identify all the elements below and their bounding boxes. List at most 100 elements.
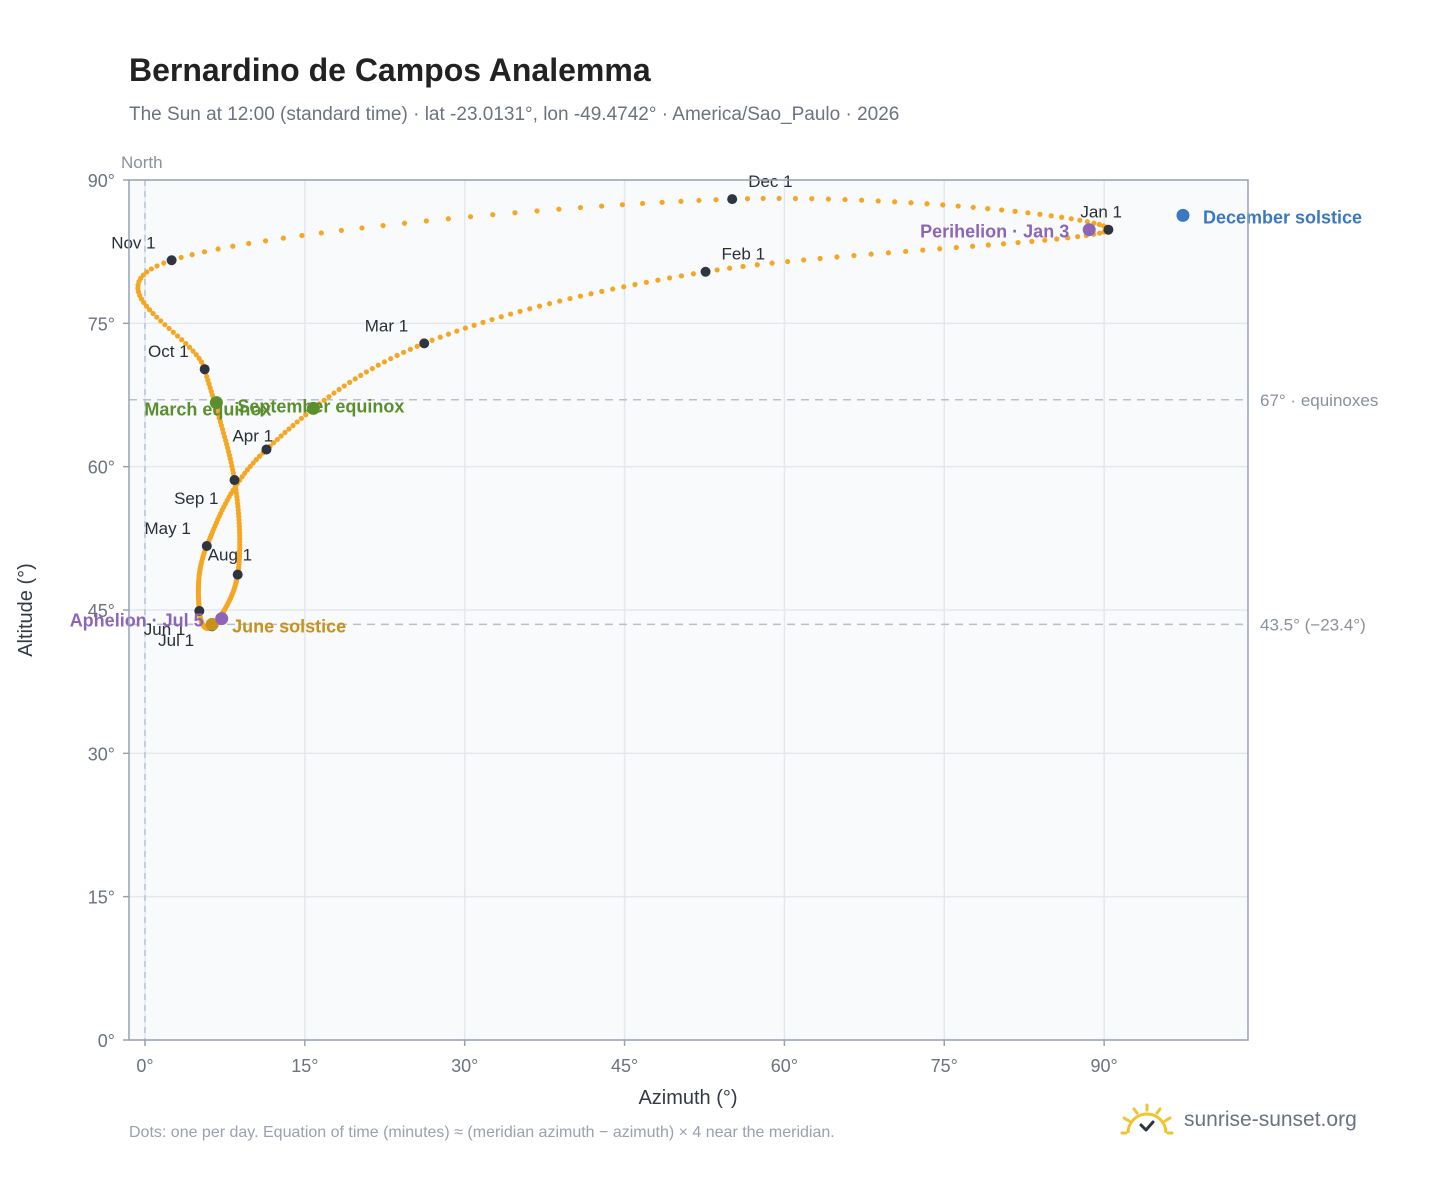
day-dot <box>536 303 543 309</box>
day-dot <box>318 230 324 236</box>
day-dot <box>166 325 172 332</box>
y-tick-label: 15° <box>88 888 115 908</box>
day-dot <box>170 329 176 335</box>
month-label: Mar 1 <box>365 316 408 335</box>
day-dot <box>599 288 605 294</box>
month-marker <box>727 194 738 205</box>
day-dot <box>908 200 914 206</box>
day-dot <box>507 311 514 317</box>
day-dot <box>247 463 253 470</box>
day-dot <box>557 298 563 304</box>
day-dot <box>253 457 259 463</box>
day-dot <box>298 415 305 421</box>
day-dot <box>454 328 460 334</box>
day-dot <box>331 390 337 396</box>
day-dot <box>230 243 236 249</box>
sun-icon <box>1120 1103 1174 1135</box>
day-dot <box>512 210 518 216</box>
brand-logo[interactable]: sunrise-sunset.org <box>1120 1103 1357 1137</box>
reference-line-label: 43.5° (−23.4°) <box>1260 615 1366 634</box>
day-dot <box>690 271 697 277</box>
day-dot <box>1075 234 1081 240</box>
y-tick-label: 75° <box>88 314 115 334</box>
day-dot <box>358 372 364 379</box>
day-dot <box>567 295 573 302</box>
day-dot <box>140 272 146 278</box>
day-dot <box>666 275 673 281</box>
day-dot <box>744 196 751 202</box>
month-marker <box>229 475 240 486</box>
month-marker <box>166 255 177 266</box>
month-label: Aug 1 <box>208 546 252 565</box>
chart-title: Bernardino de Campos Analemma <box>129 52 651 88</box>
event-marker <box>1082 223 1096 237</box>
day-dot <box>619 202 625 208</box>
day-dot <box>186 344 193 350</box>
day-dot <box>445 216 451 222</box>
day-dot <box>1065 235 1071 241</box>
day-dot <box>632 281 638 288</box>
day-dot <box>1048 213 1054 219</box>
day-dot <box>179 337 185 343</box>
reference-lines: 67° · equinoxes 43.5° (−23.4°) <box>129 391 1378 634</box>
day-dot <box>1042 237 1048 243</box>
day-dot <box>299 232 305 239</box>
day-dot <box>303 412 309 418</box>
day-dot <box>280 235 286 241</box>
day-dot <box>326 394 332 400</box>
day-dot <box>678 273 685 279</box>
day-dot <box>714 267 720 273</box>
day-dot <box>278 433 284 439</box>
month-label: Jul 1 <box>158 631 194 650</box>
day-dot <box>498 314 504 320</box>
day-dot <box>937 246 943 252</box>
x-tick-label: 45° <box>611 1056 638 1076</box>
north-label: North <box>121 153 163 172</box>
day-dot <box>754 262 760 268</box>
month-marker <box>419 338 430 349</box>
day-dot <box>174 333 181 339</box>
day-dot <box>250 460 256 466</box>
day-dot <box>445 331 452 337</box>
event-markers: December solstice Perihelion · Jan 3 March… <box>70 207 1362 636</box>
day-dot <box>388 356 394 362</box>
day-dot <box>256 453 263 459</box>
event-marker <box>306 401 320 415</box>
day-dot <box>527 306 533 312</box>
x-tick-label: 60° <box>771 1056 798 1076</box>
y-tick-label: 60° <box>88 458 115 478</box>
day-dot <box>1084 219 1090 225</box>
day-dot <box>401 220 408 226</box>
day-dot <box>363 369 370 375</box>
event-marker <box>215 612 229 626</box>
day-dot <box>1096 221 1102 228</box>
day-dot <box>271 440 277 446</box>
month-label: Apr 1 <box>232 426 273 445</box>
day-dot <box>825 196 831 202</box>
day-dot <box>143 303 150 309</box>
day-dot <box>969 243 976 249</box>
day-dot <box>534 208 540 214</box>
day-dot <box>643 279 649 285</box>
day-dot <box>955 203 961 209</box>
day-dot <box>158 318 164 324</box>
day-dot <box>985 206 991 212</box>
day-dot <box>437 334 443 340</box>
day-dot <box>610 286 616 292</box>
day-dot <box>678 198 684 204</box>
day-dot <box>740 263 746 270</box>
day-dot <box>290 422 296 429</box>
day-dot <box>183 340 189 347</box>
day-dot <box>809 196 815 202</box>
day-dot <box>394 352 400 359</box>
month-label: Dec 1 <box>748 172 792 191</box>
day-dot <box>414 343 420 349</box>
day-dot <box>517 308 523 314</box>
axis-ticks: 0° 0° 15° 15° 30° 30° 45° 45° 60° 60° 75° 75° 90° 90° <box>88 171 1118 1076</box>
event-label: March equinox <box>144 400 271 420</box>
day-dot <box>407 346 413 352</box>
x-tick-label: 90° <box>1091 1056 1118 1076</box>
day-dot <box>381 359 388 365</box>
y-tick-label: 45° <box>88 601 115 621</box>
